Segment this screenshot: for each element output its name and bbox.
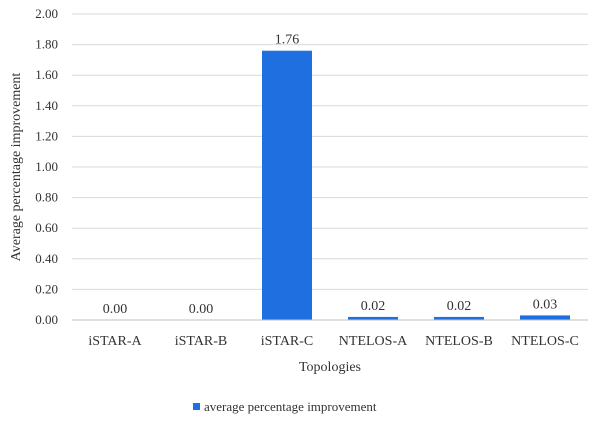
y-tick-label: 1.00 — [35, 159, 58, 174]
y-tick-label: 0.40 — [35, 251, 58, 266]
data-label: 1.76 — [275, 33, 300, 48]
bar — [348, 316, 398, 320]
bar — [262, 50, 312, 320]
x-tick-label: NTELOS-B — [425, 334, 493, 349]
bar — [434, 316, 484, 320]
y-axis-title: Average percentage improvement — [9, 73, 24, 262]
y-tick-label: 0.20 — [35, 281, 58, 296]
legend-label: average percentage improvement — [204, 399, 377, 414]
data-label: 0.00 — [103, 302, 128, 317]
x-tick-label: NTELOS-C — [511, 334, 579, 349]
bar — [520, 315, 570, 320]
legend: average percentage improvement — [193, 399, 377, 414]
y-tick-label: 0.60 — [35, 220, 58, 235]
bars — [262, 50, 570, 320]
x-axis-ticks: iSTAR-A iSTAR-B iSTAR-C NTELOS-A NTELOS-B NTE… — [88, 334, 579, 349]
x-axis-title: Topologies — [299, 360, 361, 375]
x-tick-label: iSTAR-C — [261, 334, 314, 349]
data-label: 0.00 — [189, 302, 214, 317]
y-axis-ticks: 0.00 0.20 0.40 0.60 0.80 1.00 1.20 1.40 1.60 1.80… — [35, 6, 58, 327]
legend-swatch — [193, 403, 200, 410]
y-tick-label: 2.00 — [35, 6, 58, 21]
y-tick-label: 0.00 — [35, 312, 58, 327]
y-tick-label: 1.20 — [35, 128, 58, 143]
data-label: 0.02 — [361, 299, 386, 314]
x-tick-label: iSTAR-A — [88, 334, 142, 349]
y-tick-label: 1.80 — [35, 37, 58, 52]
x-tick-label: iSTAR-B — [175, 334, 228, 349]
data-labels: 0.00 0.00 1.76 0.02 0.02 0.03 — [103, 33, 558, 317]
x-tick-label: NTELOS-A — [339, 334, 408, 349]
data-label: 0.02 — [447, 299, 472, 314]
y-tick-label: 0.80 — [35, 190, 58, 205]
data-label: 0.03 — [533, 297, 558, 312]
y-tick-label: 1.40 — [35, 98, 58, 113]
y-tick-label: 1.60 — [35, 67, 58, 82]
gridlines — [72, 13, 588, 290]
